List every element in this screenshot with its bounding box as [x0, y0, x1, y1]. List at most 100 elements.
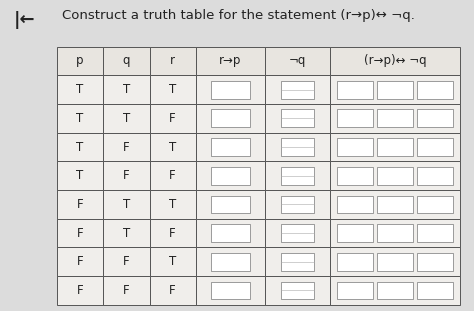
Text: T: T [123, 227, 130, 239]
Text: F: F [123, 141, 130, 154]
Bar [330, 161, 460, 190]
Bar [337, 224, 373, 242]
Bar [57, 104, 103, 133]
Bar [196, 104, 265, 133]
Text: F: F [77, 255, 83, 268]
Bar [103, 133, 149, 161]
Text: T: T [76, 141, 83, 154]
Bar [103, 75, 149, 104]
Bar [330, 190, 460, 219]
Bar [377, 281, 413, 299]
Bar [330, 47, 460, 75]
Bar [57, 248, 103, 276]
Text: (r→p)↔ ¬q: (r→p)↔ ¬q [364, 54, 426, 67]
Bar [211, 81, 250, 99]
Bar [196, 276, 265, 305]
Bar [57, 276, 103, 305]
Text: F: F [123, 255, 130, 268]
Bar [377, 224, 413, 242]
Text: F: F [123, 169, 130, 182]
Bar [377, 196, 413, 213]
Bar [149, 161, 196, 190]
Bar [265, 276, 330, 305]
Bar [417, 167, 453, 185]
Bar [417, 196, 453, 213]
Bar [417, 224, 453, 242]
Bar [57, 219, 103, 248]
Bar [337, 253, 373, 271]
Text: r→p: r→p [219, 54, 242, 67]
Text: F: F [169, 112, 176, 125]
Bar [103, 219, 149, 248]
Bar [149, 276, 196, 305]
Bar [282, 81, 314, 99]
Bar [265, 104, 330, 133]
Text: T: T [169, 141, 176, 154]
Bar [149, 75, 196, 104]
Text: q: q [123, 54, 130, 67]
Text: T: T [76, 83, 83, 96]
Bar [196, 219, 265, 248]
Text: T: T [169, 198, 176, 211]
Bar [337, 196, 373, 213]
Bar [196, 161, 265, 190]
Bar [103, 47, 149, 75]
Bar [417, 81, 453, 99]
Bar [337, 81, 373, 99]
Bar [149, 104, 196, 133]
Bar [265, 47, 330, 75]
Bar [417, 281, 453, 299]
Bar [265, 219, 330, 248]
Bar [417, 138, 453, 156]
Bar [103, 190, 149, 219]
Text: T: T [123, 83, 130, 96]
Bar [265, 133, 330, 161]
Text: F: F [169, 284, 176, 297]
Text: |←: |← [14, 11, 36, 29]
Text: r: r [170, 54, 175, 67]
Bar [265, 161, 330, 190]
Bar [149, 219, 196, 248]
Bar [196, 248, 265, 276]
Bar [282, 167, 314, 185]
Bar [282, 281, 314, 299]
Bar [196, 47, 265, 75]
Bar [57, 75, 103, 104]
Text: F: F [169, 169, 176, 182]
Bar [196, 75, 265, 104]
Bar [377, 138, 413, 156]
Bar [377, 167, 413, 185]
Bar [149, 190, 196, 219]
Bar [211, 109, 250, 127]
Bar [282, 196, 314, 213]
Text: F: F [77, 198, 83, 211]
Text: ¬q: ¬q [289, 54, 306, 67]
Bar [337, 281, 373, 299]
Bar [196, 133, 265, 161]
Bar [211, 167, 250, 185]
Bar [330, 104, 460, 133]
Text: T: T [76, 112, 83, 125]
Bar [265, 248, 330, 276]
Bar [103, 104, 149, 133]
Bar [265, 190, 330, 219]
Bar [417, 253, 453, 271]
Bar [103, 276, 149, 305]
Text: T: T [123, 112, 130, 125]
Text: F: F [77, 284, 83, 297]
Bar [149, 133, 196, 161]
Text: T: T [169, 255, 176, 268]
Text: p: p [76, 54, 84, 67]
Bar [377, 109, 413, 127]
Bar [337, 138, 373, 156]
Bar [149, 47, 196, 75]
Bar [196, 190, 265, 219]
Bar [57, 47, 103, 75]
Bar [103, 248, 149, 276]
Bar [377, 81, 413, 99]
Bar [282, 224, 314, 242]
Text: F: F [77, 227, 83, 239]
Text: T: T [169, 83, 176, 96]
Bar [265, 75, 330, 104]
Bar [282, 138, 314, 156]
